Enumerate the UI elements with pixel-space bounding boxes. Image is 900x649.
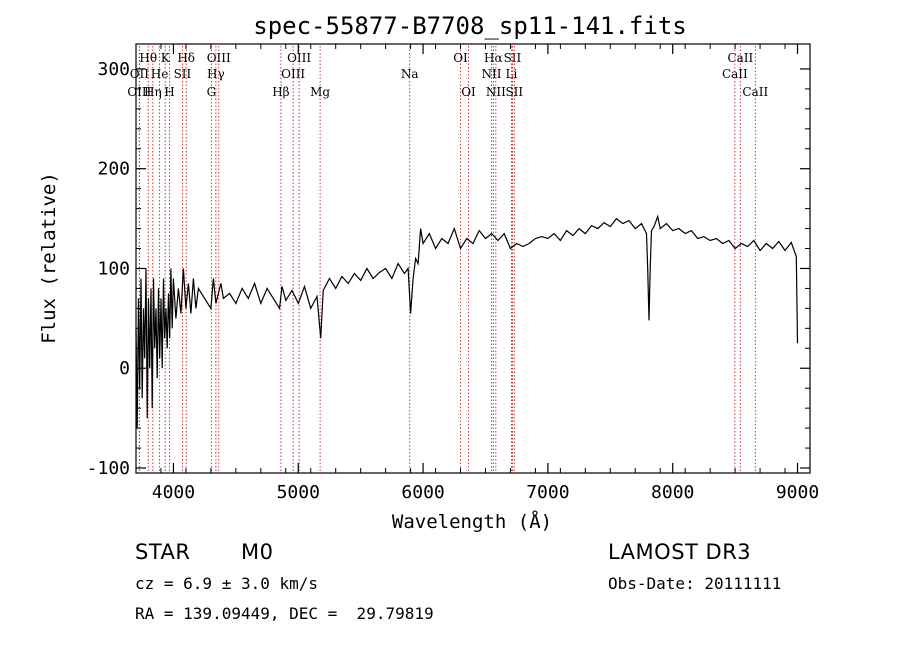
object-type: STAR: [135, 540, 191, 564]
line-marker-label: NII: [481, 67, 501, 81]
plot-frame: [135, 43, 811, 474]
chart-title: spec-55877-B7708_sp11-141.fits: [253, 12, 686, 40]
line-marker-label: OIII: [207, 51, 231, 65]
line-marker-label: Hδ: [177, 51, 195, 65]
line-marker-label: CaII: [722, 67, 748, 81]
x-tick-label: 8000: [651, 482, 694, 503]
line-marker-label: He: [151, 67, 169, 81]
line-marker-label: G: [207, 85, 217, 99]
x-axis-label: Wavelength (Å): [392, 510, 552, 533]
survey-name: LAMOST DR3: [608, 540, 752, 564]
observation-date: Obs-Date: 20111111: [608, 574, 782, 593]
line-marker-label: Hα: [484, 51, 503, 65]
line-marker-label: Mg: [310, 85, 330, 99]
y-tick-label: 300: [97, 59, 130, 80]
line-marker-label: Hθ: [139, 51, 157, 65]
x-tick-label: 5000: [277, 482, 320, 503]
line-marker-label: CaII: [727, 51, 753, 65]
coordinates: RA = 139.09449, DEC = 29.79819: [135, 604, 434, 623]
y-tick-label: 0: [119, 358, 130, 379]
y-tick-label: 100: [97, 258, 130, 279]
line-marker-label: SII: [504, 51, 522, 65]
x-tick-label: 4000: [152, 482, 195, 503]
y-axis-label: Flux (relative): [38, 172, 60, 344]
line-marker-label: SII: [505, 85, 523, 99]
line-marker-label: Na: [401, 67, 419, 81]
redshift-velocity: cz = 6.9 ± 3.0 km/s: [135, 574, 319, 593]
x-tick-label: 9000: [776, 482, 819, 503]
line-marker-label: Hγ: [207, 67, 225, 81]
line-marker-label: CaII: [742, 85, 768, 99]
line-marker-label: Hβ: [272, 85, 289, 99]
line-marker-label: NII: [486, 85, 506, 99]
line-marker-label: OIII: [287, 51, 311, 65]
spectrum-line: [135, 214, 799, 429]
y-axis-ticks: -100 0 100 200 300: [87, 59, 810, 479]
line-marker-label: Li: [506, 67, 518, 81]
line-marker-label: OIII: [281, 67, 305, 81]
line-marker-label: OI: [453, 51, 468, 65]
x-axis-ticks: 4000 5000 6000 7000 8000 9000: [135, 44, 819, 503]
line-marker-label: H: [164, 85, 174, 99]
line-marker-label: OI: [461, 85, 476, 99]
x-tick-label: 7000: [526, 482, 569, 503]
line-marker-label: Hη: [144, 85, 162, 99]
y-tick-label: -100: [87, 458, 130, 479]
line-marker-label: OIII: [127, 85, 151, 99]
line-marker-label: SII: [174, 67, 192, 81]
y-tick-label: 200: [97, 159, 130, 180]
line-marker-label: K: [161, 51, 171, 65]
subclass: M0: [241, 540, 274, 564]
x-tick-label: 6000: [401, 482, 444, 503]
